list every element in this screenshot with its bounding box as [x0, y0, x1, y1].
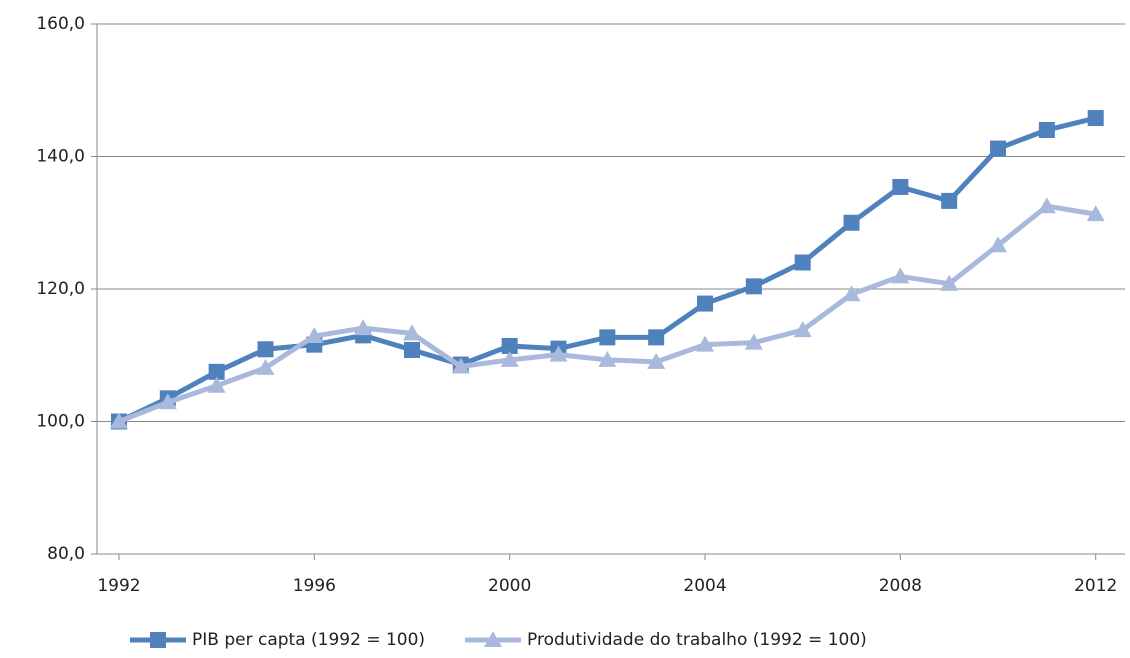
x-tick-label: 2000 [488, 576, 531, 596]
marker [1087, 110, 1104, 127]
marker [501, 337, 518, 354]
marker [843, 214, 860, 231]
marker [403, 341, 420, 358]
marker [549, 345, 568, 362]
marker [696, 335, 715, 352]
marker [158, 393, 177, 410]
marker [402, 324, 421, 341]
x-tick-label: 1996 [293, 576, 336, 596]
marker [941, 192, 958, 209]
marker [484, 631, 502, 647]
marker [109, 412, 128, 429]
legend-label: PIB per capta (1992 = 100) [192, 630, 425, 650]
x-tick-label: 2012 [1074, 576, 1117, 596]
marker [207, 376, 226, 393]
x-tick-label: 2004 [683, 576, 726, 596]
marker [500, 350, 519, 367]
x-tick-label: 2008 [879, 576, 922, 596]
marker [598, 350, 617, 367]
y-tick-label: 100,0 [36, 412, 85, 432]
marker [842, 285, 861, 302]
marker [794, 254, 811, 271]
marker [1037, 197, 1056, 214]
marker [1038, 122, 1055, 138]
marker [793, 321, 812, 338]
marker [1086, 205, 1105, 222]
marker [599, 329, 616, 346]
marker [256, 358, 275, 375]
marker [354, 319, 373, 336]
marker [647, 352, 666, 369]
marker [989, 236, 1008, 253]
y-tick-label: 140,0 [36, 147, 85, 167]
marker [697, 295, 714, 312]
marker [648, 329, 665, 346]
y-tick-label: 80,0 [47, 544, 85, 564]
marker [990, 140, 1007, 157]
series-line [118, 203, 1097, 424]
marker [257, 341, 274, 358]
marker [744, 333, 763, 350]
marker [208, 363, 225, 380]
marker [150, 632, 166, 648]
legend-label: Produtividade do trabalho (1992 = 100) [527, 630, 867, 650]
y-tick-label: 160,0 [36, 14, 85, 34]
y-tick-label: 120,0 [36, 279, 85, 299]
marker [940, 274, 959, 291]
marker [451, 357, 470, 374]
marker [305, 327, 324, 344]
series-line [117, 115, 1097, 424]
marker [891, 267, 910, 284]
marker [892, 178, 909, 195]
x-tick-label: 1992 [97, 576, 140, 596]
marker [745, 278, 762, 295]
